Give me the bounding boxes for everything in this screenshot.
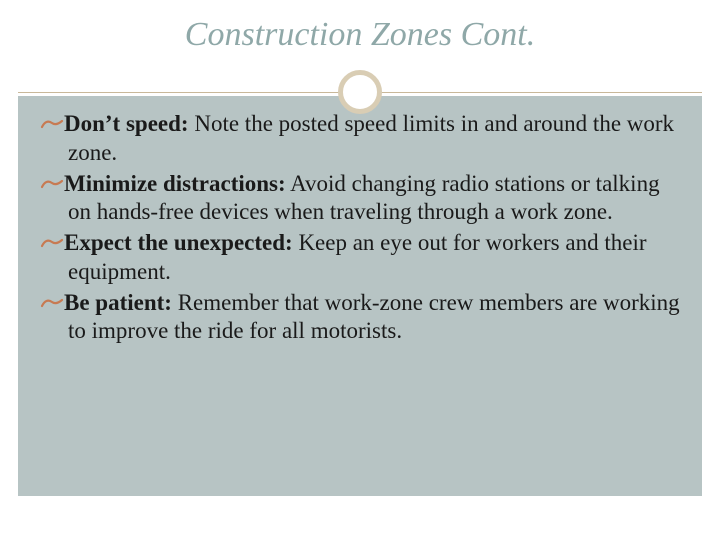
bullet-lead: Minimize distractions: (64, 171, 286, 196)
content-box: Don’t speed: Note the posted speed limit… (18, 96, 702, 496)
list-item: Minimize distractions: Avoid changing ra… (40, 170, 680, 228)
divider-circle-icon (338, 70, 382, 114)
slide: Construction Zones Cont. Don’t speed: No… (0, 0, 720, 540)
list-item: Expect the unexpected: Keep an eye out f… (40, 229, 680, 287)
bullet-icon (40, 290, 64, 315)
bullet-icon (40, 230, 64, 255)
list-item: Don’t speed: Note the posted speed limit… (40, 110, 680, 168)
list-item: Be patient: Remember that work-zone crew… (40, 289, 680, 347)
bullet-lead: Be patient: (64, 290, 172, 315)
bullet-icon (40, 171, 64, 196)
bullet-icon (40, 111, 64, 136)
page-title: Construction Zones Cont. (0, 0, 720, 68)
bullet-lead: Don’t speed: (64, 111, 189, 136)
bullet-lead: Expect the unexpected: (64, 230, 293, 255)
